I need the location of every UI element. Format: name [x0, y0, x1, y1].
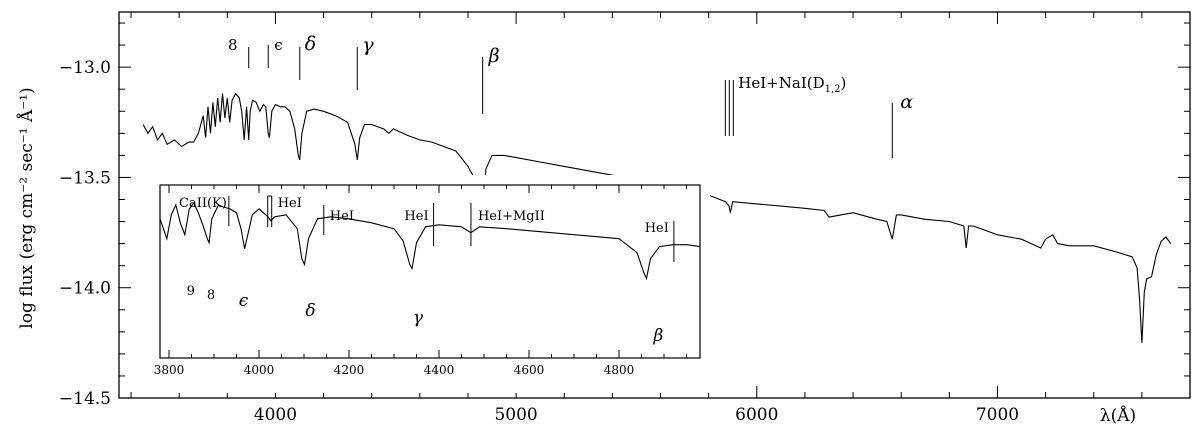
inset-x-tick-label: 4200	[334, 363, 365, 377]
inset-annotation-label: HeI	[278, 196, 302, 211]
y-tick-label: −14.5	[59, 389, 111, 409]
inset-annotation-label: HeI	[404, 209, 428, 224]
annotation-label: 8	[228, 36, 238, 54]
inset-x-tick-label: 4600	[514, 363, 545, 377]
y-tick-label: −13.0	[59, 58, 111, 78]
annotation-label: HeI+NaI(D1,2)	[738, 74, 846, 95]
inset-line-label: 8	[207, 288, 215, 303]
x-tick-label: 6000	[735, 405, 778, 425]
inset-x-tick-label: 4400	[424, 363, 455, 377]
inset-annotation-label: HeI	[330, 209, 354, 224]
x-axis-label: λ(Å)	[1100, 405, 1136, 426]
inset-x-tick-label: 3800	[154, 363, 185, 377]
annotation-label: α	[900, 91, 913, 113]
inset-x-tick-label: 4800	[604, 363, 635, 377]
annotation-label: ϵ	[274, 36, 282, 54]
inset-background	[148, 175, 710, 393]
inset-line-label: ϵ	[239, 291, 249, 311]
inset-annotation-label: CaII(K)	[179, 196, 227, 211]
inset-annotation-label: HeI+MgII	[478, 209, 545, 224]
spectrum-line	[142, 92, 1172, 343]
annotation-label: β	[488, 45, 500, 67]
inset-annotation-label: HeI	[645, 221, 669, 236]
main-plot-frame	[118, 11, 1191, 399]
x-tick-label: 7000	[976, 405, 1019, 425]
inset-spectrum-line	[159, 201, 701, 281]
y-axis-label: log flux (erg cm⁻² sec⁻¹ Å⁻¹)	[16, 87, 37, 328]
inset-line-label: δ	[305, 301, 315, 321]
inset-plot-frame	[159, 184, 701, 359]
inset-x-tick-label: 4000	[244, 363, 275, 377]
inset-line-label: β	[653, 326, 664, 346]
inset-line-label: γ	[413, 308, 424, 328]
annotation-label: γ	[362, 34, 374, 56]
y-tick-label: −13.5	[59, 168, 111, 188]
inset-line-label: 9	[187, 284, 195, 299]
annotation-label: δ	[305, 33, 316, 55]
x-tick-label: 4000	[254, 405, 297, 425]
y-tick-label: −14.0	[59, 279, 111, 299]
x-tick-label: 5000	[494, 405, 537, 425]
